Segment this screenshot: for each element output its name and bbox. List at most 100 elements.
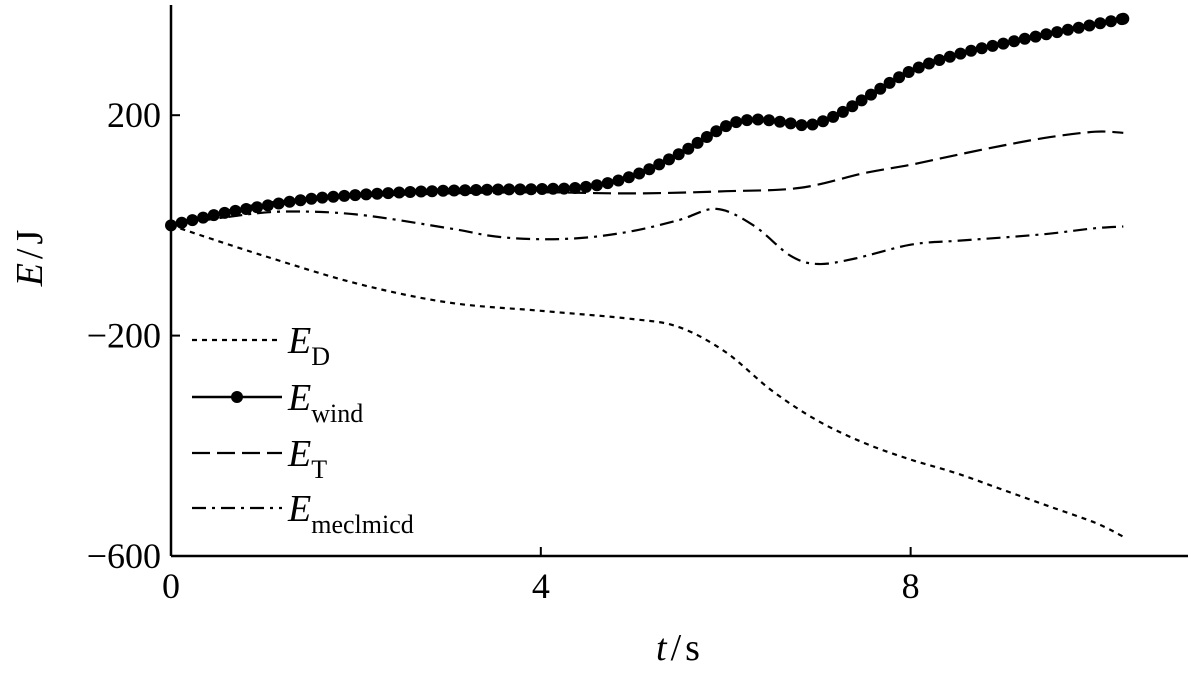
series-marker (1094, 17, 1107, 30)
series-marker (865, 88, 877, 101)
series-marker (1029, 30, 1042, 43)
series-marker (752, 113, 764, 126)
series-marker (382, 187, 395, 200)
series-marker (569, 182, 582, 194)
series-e-meclmicd (170, 207, 1124, 266)
series-marker (1083, 19, 1096, 32)
series-marker (954, 47, 967, 60)
y-tick-label: −200 (87, 316, 161, 356)
series-marker (272, 197, 285, 210)
x-axis-variable: t (656, 627, 668, 669)
axis-ticks: 0 4 8 200 −200 −600 (87, 95, 920, 606)
series-marker (612, 174, 625, 187)
series-marker (1105, 15, 1117, 28)
series-marker (426, 185, 439, 198)
y-axis-unit: J (9, 230, 51, 245)
series-marker (672, 148, 685, 161)
x-axis-label: t / s (656, 627, 700, 669)
series-marker (682, 142, 695, 155)
series-marker (883, 76, 896, 89)
series-marker (349, 189, 362, 202)
series-marker (622, 171, 635, 184)
legend-label: ET (287, 433, 327, 484)
series-line (170, 130, 1124, 227)
series-marker (338, 189, 351, 202)
series-marker (601, 177, 614, 190)
series-marker (1018, 32, 1031, 45)
axes (169, 5, 1188, 558)
series-marker (580, 180, 592, 193)
series-marker (784, 117, 797, 130)
series-marker (965, 44, 978, 57)
series-marker (1061, 23, 1074, 36)
series-e-t (170, 130, 1124, 227)
series-marker (481, 183, 494, 196)
series-marker (643, 163, 656, 176)
x-axis-unit: s (685, 627, 700, 669)
legend-item-e-wind: Ewind (192, 377, 363, 428)
series-marker (283, 195, 296, 208)
series-marker (720, 120, 732, 133)
series-marker (459, 184, 472, 197)
series-marker (997, 37, 1010, 50)
series-marker (1072, 21, 1085, 34)
series-marker (730, 116, 743, 129)
series-marker (514, 183, 527, 196)
series-marker (923, 57, 935, 70)
series-line (170, 224, 1124, 538)
series-marker (470, 184, 483, 196)
legend-marker (231, 391, 243, 403)
legend-item-e-meclmicd: Emeclmicd (192, 488, 414, 539)
series-marker (663, 153, 675, 166)
series-marker (874, 82, 887, 95)
series-marker (700, 131, 713, 143)
series-marker (492, 183, 505, 196)
series-marker (415, 185, 428, 198)
series-marker (558, 182, 571, 195)
y-axis-variable: E (9, 263, 51, 287)
series-marker (633, 167, 646, 180)
series-e-wind (165, 12, 1130, 232)
x-tick-label: 4 (532, 566, 550, 606)
series-marker (933, 54, 946, 66)
series-marker (1051, 26, 1064, 39)
series-marker (986, 39, 999, 52)
series-marker (741, 114, 753, 127)
series-marker (773, 115, 786, 128)
series-marker (1040, 28, 1053, 41)
series-marker (855, 94, 868, 107)
series-marker (653, 158, 666, 171)
series-layer (165, 12, 1130, 538)
series-marker (186, 214, 199, 227)
series-marker (912, 61, 925, 74)
legend-label: Emeclmicd (287, 488, 414, 539)
series-marker (590, 179, 603, 192)
x-tick-label: 8 (902, 566, 920, 606)
series-marker (437, 184, 450, 197)
legend-label: Ewind (287, 377, 363, 428)
y-tick-label: 200 (107, 95, 161, 135)
series-marker (975, 42, 988, 55)
series-marker (795, 119, 808, 132)
series-line (170, 207, 1124, 266)
series-marker (827, 110, 840, 123)
legend-item-e-d: ED (192, 320, 330, 371)
series-marker (806, 118, 819, 131)
series-marker (893, 71, 906, 84)
series-marker (305, 192, 318, 205)
x-tick-label: 0 (162, 566, 180, 606)
series-marker (763, 114, 775, 127)
series-marker (943, 50, 956, 63)
series-marker (393, 186, 406, 199)
series-marker (1008, 35, 1021, 48)
series-e-d (170, 224, 1124, 538)
series-marker (371, 187, 384, 200)
series-marker (846, 100, 859, 113)
series-marker (710, 125, 723, 138)
series-marker (817, 115, 829, 128)
legend-label: ED (287, 320, 330, 371)
y-axis-label: E/J (9, 230, 51, 288)
series-marker (1117, 12, 1130, 25)
series-marker (360, 188, 373, 201)
